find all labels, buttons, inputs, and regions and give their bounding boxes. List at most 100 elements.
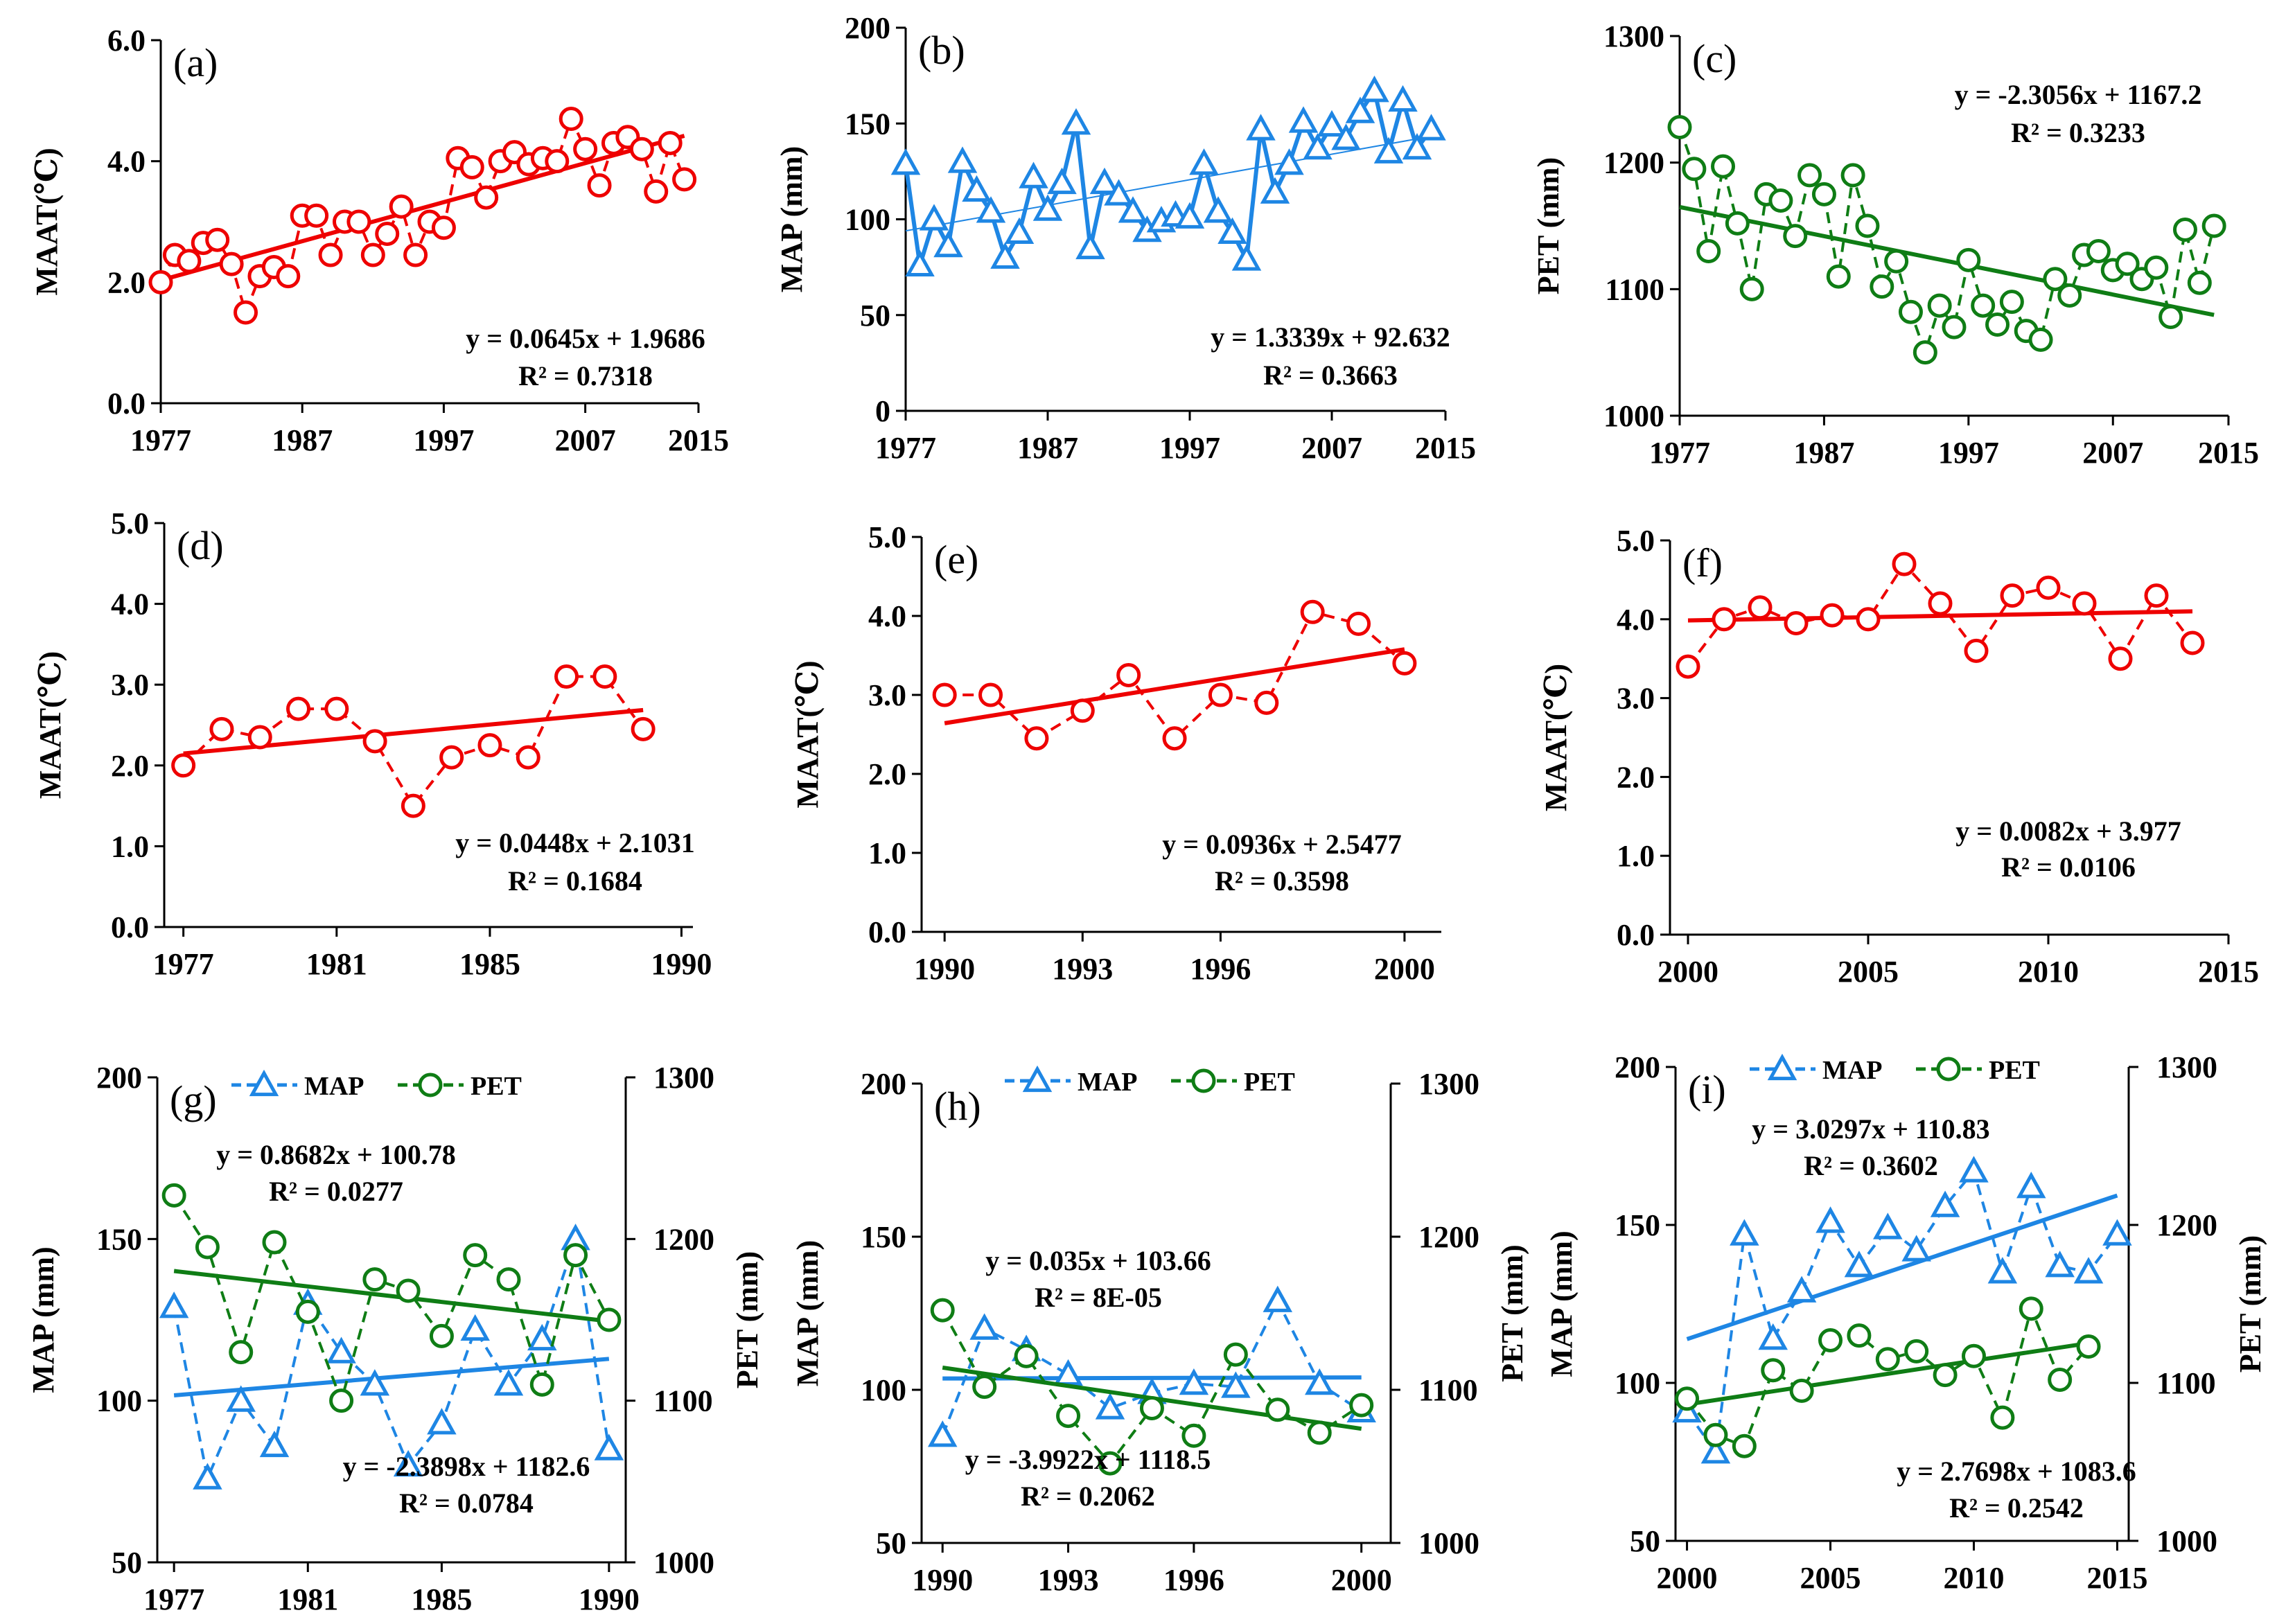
chart-panel-g: 50 100 150 200 1000 1100 1200 1300 PET (mm) 1977 1…: [26, 1061, 764, 1616]
panel-label: (d): [177, 523, 224, 568]
y-tick-label: 1200: [1603, 146, 1664, 180]
data-point-map: [2016, 1172, 2046, 1199]
data-point-map: [159, 1291, 189, 1318]
data-point-pet: [1971, 293, 1996, 318]
data-point-map: [1175, 202, 1205, 229]
data-point-maat: [1254, 690, 1279, 715]
x-tick-label: 2010: [1943, 1561, 2004, 1595]
trend-equation: y = 3.0297x + 110.83: [1752, 1113, 1989, 1145]
data-point-pet: [1999, 290, 2024, 315]
data-point-pet: [1139, 1396, 1164, 1421]
y-tick-label: 50: [860, 299, 890, 333]
trend-r2: R² = 0.0277: [269, 1176, 403, 1207]
x-tick-label: 2015: [1415, 431, 1476, 465]
data-point-pet: [2115, 251, 2140, 276]
trendline-map: [1686, 1193, 2118, 1341]
x-tick-label: 2007: [2082, 436, 2143, 470]
data-point-map: [1402, 133, 1432, 160]
panel-label: (c): [1692, 36, 1736, 81]
data-point-pet: [496, 1267, 521, 1292]
chart-panel-d: 0.0 1.0 2.0 3.0 4.0 5.0 1977 1981 1985 1990 MAAT(℃…: [33, 506, 712, 981]
y-tick-label: 0.0: [111, 910, 149, 944]
data-point-maat: [1892, 551, 1917, 576]
data-point-maat: [1928, 591, 1953, 616]
data-point-map: [1345, 96, 1375, 123]
data-point-maat: [403, 242, 428, 267]
data-point-pet: [1797, 163, 1822, 188]
panel-label: (i): [1688, 1067, 1726, 1112]
data-point-pet: [1181, 1423, 1206, 1448]
data-point-pet: [1783, 224, 1808, 249]
data-point-map: [2102, 1219, 2132, 1246]
data-point-maat: [209, 716, 234, 741]
y-tick-label: 200: [845, 11, 890, 45]
data-point-map: [1700, 1437, 1731, 1464]
panel-label: (f): [1682, 540, 1723, 585]
legend-marker: [1936, 1057, 1961, 1082]
trend-equation: y = 0.035x + 103.66: [985, 1245, 1211, 1276]
data-point-map: [1004, 217, 1035, 244]
data-point-maat: [459, 155, 484, 179]
data-point-pet: [1761, 1358, 1786, 1383]
data-point-maat: [205, 227, 230, 252]
data-point-map: [1089, 167, 1120, 195]
y-tick-label: 2.0: [111, 749, 149, 783]
trend-equation: y = 2.7698x + 1083.6: [1897, 1456, 2136, 1487]
legend-marker: [1022, 1065, 1053, 1093]
data-point-map: [890, 148, 921, 175]
chart-panel-b: 0 50 100 150 200 1977 1987 1997 2007 2015 MAP (mm)…: [775, 11, 1476, 465]
legend-label: MAP: [1078, 1068, 1138, 1097]
data-point-map: [393, 1449, 423, 1477]
trend-equation: y = -2.3898x + 1182.6: [343, 1451, 590, 1482]
data-point-map: [193, 1463, 222, 1490]
data-point-map: [527, 1323, 557, 1351]
data-point-map: [427, 1408, 457, 1435]
data-point-pet: [195, 1235, 220, 1260]
data-point-pet: [2172, 217, 2197, 242]
y-right-tick-label: 1300: [1418, 1067, 1479, 1101]
y-right-tick-label: 1100: [1418, 1373, 1478, 1407]
data-point-map: [1274, 148, 1304, 175]
y-tick-label: 6.0: [107, 24, 146, 58]
trend-equation: y = -3.9922x + 1118.5: [965, 1444, 1211, 1475]
y-tick-label: 2.0: [868, 757, 906, 791]
data-point-maat: [439, 745, 464, 770]
y-tick-label: 0: [875, 394, 890, 428]
data-point-maat: [234, 300, 258, 325]
y-axis-title: MAP (mm): [775, 146, 809, 292]
data-point-maat: [276, 264, 301, 289]
trendline-pet: [1687, 1341, 2089, 1407]
y-right-tick-label: 1100: [653, 1384, 713, 1418]
data-point-pet: [1739, 276, 1764, 301]
series-line-pet: [173, 1194, 610, 1402]
x-tick-label: 1993: [1052, 952, 1113, 986]
data-point-pet: [1912, 340, 1937, 365]
trend-equation: y = 0.0645x + 1.9686: [466, 323, 705, 354]
trendline-pet: [173, 1269, 610, 1323]
data-point-maat: [1676, 654, 1700, 679]
y-tick-label: 3.0: [111, 668, 149, 702]
trend-equation: y = 1.3339x + 92.632: [1211, 321, 1450, 353]
trend-r2: R² = 0.0784: [399, 1488, 534, 1519]
data-point-maat: [360, 242, 385, 267]
data-point-maat: [1856, 607, 1881, 632]
data-point-maat: [2144, 583, 2169, 608]
y-tick-label: 50: [876, 1526, 906, 1560]
trend-equation: y = 0.0082x + 3.977: [1955, 815, 2181, 847]
data-point-pet: [1855, 213, 1880, 238]
x-tick-label: 2010: [2018, 955, 2079, 989]
y-tick-label: 5.0: [111, 506, 149, 540]
data-point-pet: [1223, 1342, 1248, 1367]
series-line-pet: [1685, 1307, 2090, 1448]
legend-label: PET: [1244, 1068, 1295, 1097]
trend-equation: y = 0.0448x + 2.1031: [455, 827, 695, 858]
data-point-pet: [1870, 274, 1894, 299]
data-point-pet: [229, 1340, 254, 1365]
data-point-maat: [177, 249, 202, 274]
data-point-map: [947, 146, 978, 173]
data-point-maat: [978, 682, 1003, 707]
y-tick-label: 5.0: [1617, 524, 1655, 558]
y-tick-label: 1100: [1605, 272, 1664, 306]
y-tick-label: 2.0: [107, 265, 146, 299]
